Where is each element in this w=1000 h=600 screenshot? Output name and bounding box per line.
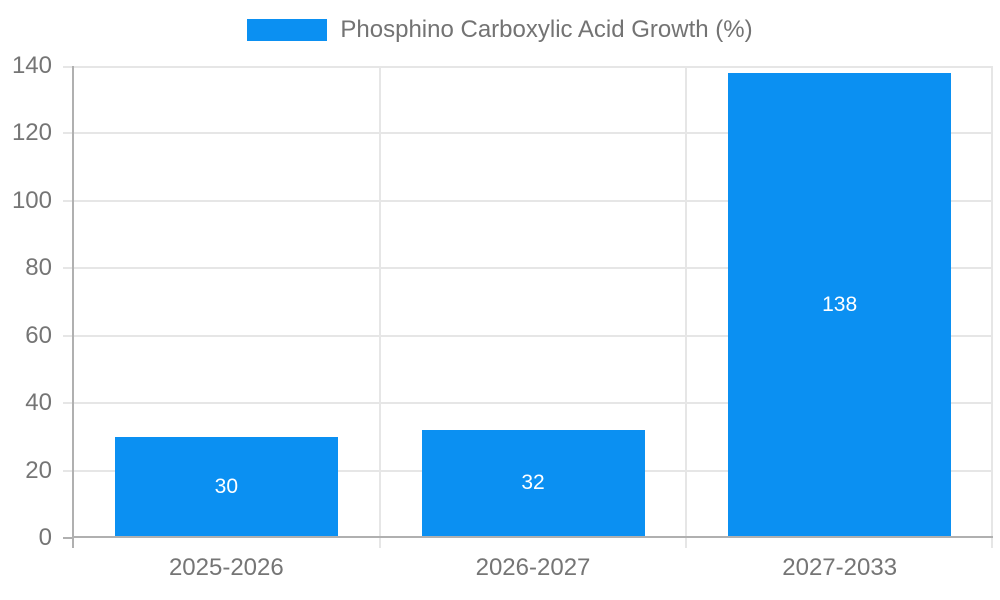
x-tick-label: 2027-2033 — [782, 554, 898, 581]
y-tick-label: 80 — [25, 254, 52, 282]
x-tick-label: 2025-2026 — [168, 554, 284, 581]
bar: 30 — [114, 437, 338, 536]
h-gridline — [73, 132, 993, 135]
plot-area: 0 20 40 60 80 100 120 140 30 2025-2026 32 2026-2027… — [12, 52, 993, 581]
legend-label: Phosphino Carboxylic Acid Growth (%) — [340, 16, 753, 43]
y-axis-tick — [63, 402, 73, 405]
bar-value-label: 30 — [214, 474, 239, 498]
y-tick-label: 100 — [11, 186, 52, 214]
h-gridline — [73, 267, 993, 270]
bar: 32 — [421, 430, 645, 536]
v-gridline — [685, 66, 688, 538]
y-axis-tick — [63, 469, 73, 472]
h-gridline — [73, 334, 993, 337]
x-tick-label: 2026-2027 — [475, 554, 591, 581]
h-gridline — [73, 402, 993, 405]
x-axis-tick — [378, 538, 381, 548]
v-gridline — [991, 66, 993, 538]
h-gridline — [73, 199, 993, 202]
y-axis-tick — [63, 66, 73, 68]
y-axis-tick — [63, 132, 73, 135]
x-axis-line — [73, 536, 993, 538]
y-tick-label: 140 — [11, 52, 52, 79]
v-gridline — [378, 66, 381, 538]
bar-value-label: 32 — [521, 471, 545, 494]
y-tick-label: 120 — [11, 119, 52, 147]
y-axis-tick — [63, 537, 73, 539]
bar: 138 — [728, 73, 952, 536]
chart-legend: Phosphino Carboxylic Acid Growth (%) — [0, 16, 1000, 44]
legend-swatch — [247, 19, 328, 41]
y-axis-tick — [63, 267, 73, 270]
y-axis-line — [72, 66, 74, 548]
y-tick-label: 40 — [25, 389, 52, 417]
y-axis-tick — [63, 199, 73, 202]
x-axis-tick — [991, 538, 993, 548]
y-tick-label: 20 — [25, 456, 52, 484]
y-tick-label: 60 — [25, 321, 52, 349]
h-gridline — [73, 66, 993, 68]
bar-value-label: 138 — [822, 292, 858, 316]
y-axis-tick — [63, 334, 73, 337]
x-axis-tick — [685, 538, 688, 548]
y-tick-label: 0 — [38, 524, 52, 551]
